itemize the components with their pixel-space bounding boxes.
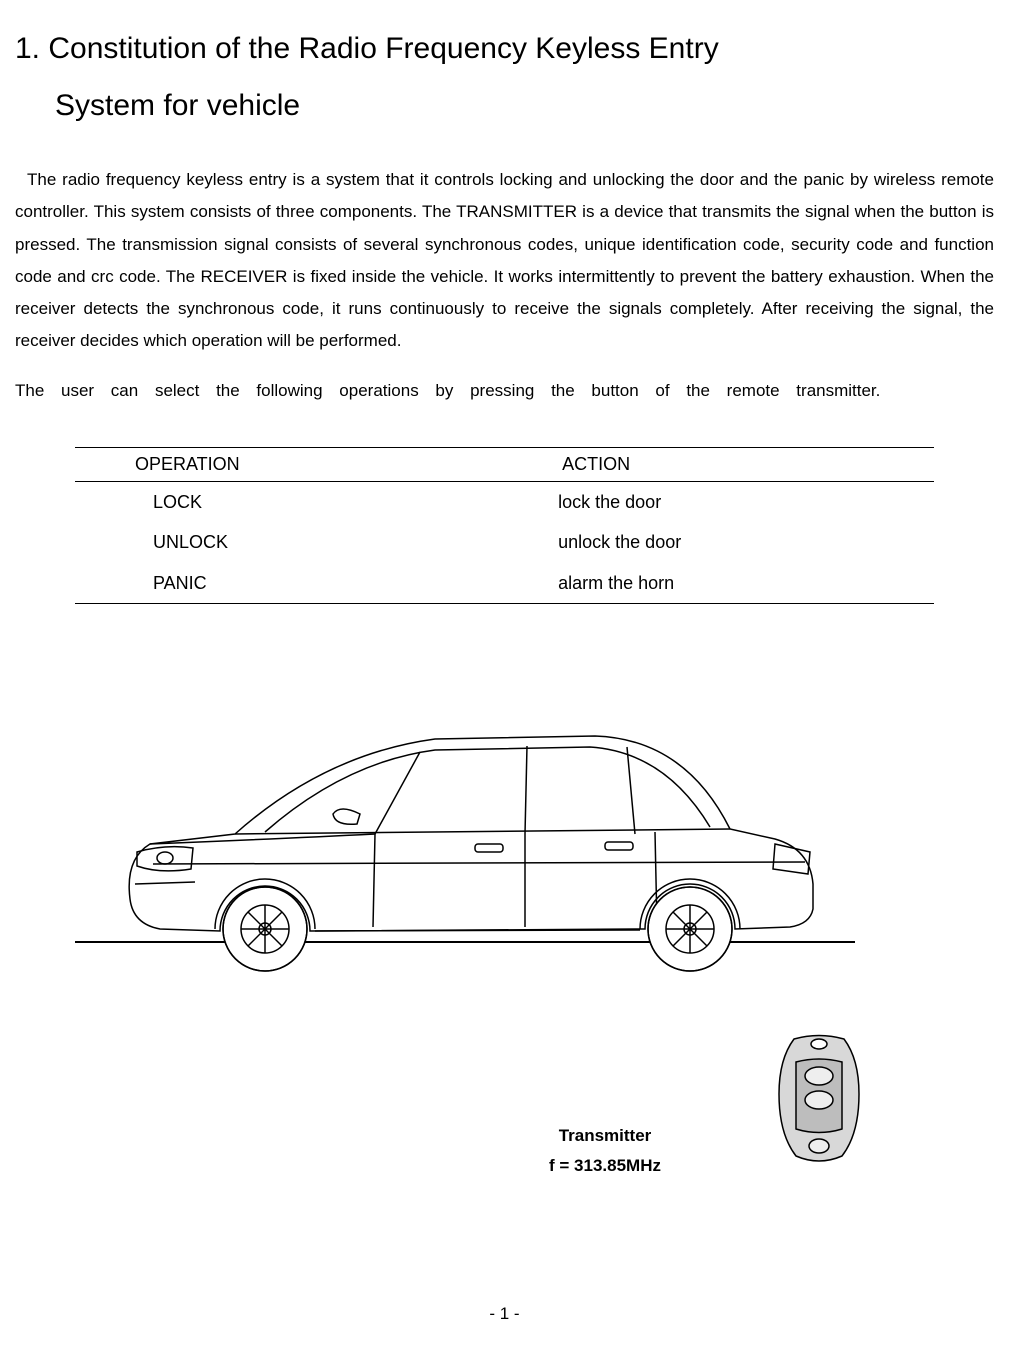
- cell-operation: LOCK: [75, 482, 382, 523]
- cell-action: alarm the horn: [382, 563, 934, 604]
- paragraph-text: The radio frequency keyless entry is a s…: [15, 170, 994, 350]
- table-header-row: OPERATION ACTION: [75, 448, 934, 482]
- transmitter-illustration: [774, 1034, 864, 1164]
- cell-action: unlock the door: [382, 522, 934, 562]
- operations-table-wrap: OPERATION ACTION LOCK lock the door UNLO…: [75, 447, 934, 604]
- instruction-line: The user can select the following operat…: [15, 375, 994, 407]
- operations-table: OPERATION ACTION LOCK lock the door UNLO…: [75, 447, 934, 604]
- table-row: PANIC alarm the horn: [75, 563, 934, 604]
- cell-operation: UNLOCK: [75, 522, 382, 562]
- transmitter-label: Transmitter: [515, 1126, 695, 1146]
- table-row: UNLOCK unlock the door: [75, 522, 934, 562]
- header-action: ACTION: [382, 448, 934, 482]
- intro-paragraph: The radio frequency keyless entry is a s…: [15, 164, 994, 358]
- document-title: 1. Constitution of the Radio Frequency K…: [15, 20, 994, 134]
- car-illustration: [75, 684, 855, 984]
- table-row: LOCK lock the door: [75, 482, 934, 523]
- cell-operation: PANIC: [75, 563, 382, 604]
- figure-area: Transmitter f = 313.85MHz: [15, 684, 994, 1244]
- title-line-2: System for vehicle: [15, 77, 994, 134]
- transmitter-frequency: f = 313.85MHz: [515, 1156, 695, 1176]
- header-operation: OPERATION: [75, 448, 382, 482]
- page-number: - 1 -: [15, 1304, 994, 1324]
- cell-action: lock the door: [382, 482, 934, 523]
- title-line-1: 1. Constitution of the Radio Frequency K…: [15, 20, 994, 77]
